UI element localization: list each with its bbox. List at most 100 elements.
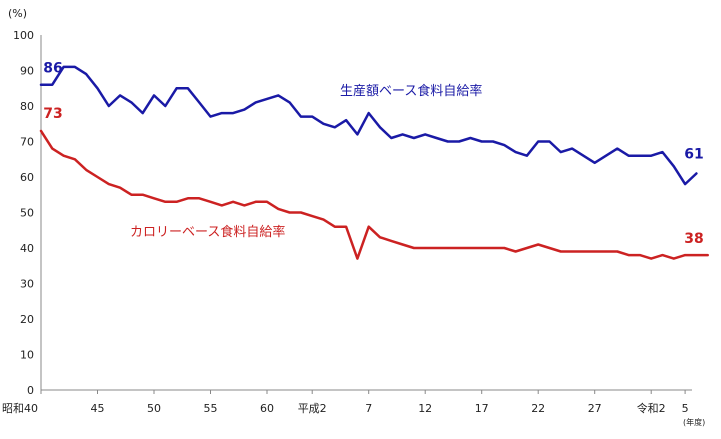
- data-point: [311, 115, 314, 118]
- data-point: [537, 140, 539, 143]
- y-tick-label: 70: [20, 136, 34, 149]
- data-point: [187, 87, 189, 90]
- y-tick-label: 50: [20, 207, 34, 220]
- data-point: [243, 108, 246, 111]
- data-point: [548, 140, 551, 143]
- data-point: [254, 101, 257, 104]
- x-tick-label: 令和2: [637, 401, 666, 415]
- y-tick-label: 60: [20, 171, 34, 184]
- data-point: [367, 112, 370, 114]
- data-point: [379, 126, 381, 129]
- data-point: [616, 250, 619, 253]
- y-tick-label: 0: [27, 384, 34, 397]
- data-point: [639, 154, 641, 157]
- data-point: [288, 211, 291, 214]
- series-name-label: カロリーベース食料自給率: [130, 224, 285, 240]
- data-point: [356, 257, 359, 260]
- data-point: [593, 162, 596, 164]
- data-point: [447, 140, 449, 143]
- data-point: [571, 250, 573, 253]
- data-point: [311, 215, 314, 217]
- data-point: [108, 105, 110, 107]
- data-point: [119, 94, 121, 97]
- data-point: [266, 201, 268, 203]
- data-point: [695, 172, 698, 175]
- data-point: [322, 122, 325, 125]
- start-value-label: 73: [43, 106, 62, 122]
- y-axis-unit: (%): [8, 7, 27, 20]
- data-point: [548, 247, 551, 249]
- data-point: [345, 119, 347, 121]
- start-value-label: 86: [43, 61, 62, 77]
- data-point: [571, 147, 573, 150]
- y-tick-label: 80: [20, 100, 34, 113]
- series-point-group: [40, 66, 698, 185]
- data-point: [277, 208, 280, 210]
- y-ticks: 0 10 20 30 40 50 60 70 80 90 100: [13, 29, 34, 397]
- series-point-group: [40, 130, 709, 260]
- data-point: [593, 250, 596, 253]
- data-point: [413, 247, 415, 249]
- data-point: [435, 137, 438, 139]
- data-point: [661, 151, 664, 153]
- data-point: [96, 87, 99, 90]
- data-point: [175, 87, 178, 90]
- y-tick-label: 40: [20, 242, 34, 255]
- data-point: [209, 201, 212, 203]
- data-point: [605, 154, 607, 157]
- data-point: [492, 140, 494, 143]
- data-point: [62, 66, 65, 68]
- x-tick-label: 45: [91, 402, 105, 415]
- x-axis-unit: (年度): [683, 417, 705, 427]
- x-tick-label: 5: [682, 402, 689, 415]
- data-point: [322, 218, 325, 221]
- data-point: [684, 254, 686, 256]
- x-tick-label: 60: [260, 402, 274, 415]
- series-name-label: 生産額ベース食料自給率: [340, 83, 482, 99]
- data-point: [424, 247, 427, 249]
- data-point: [390, 137, 393, 139]
- data-point: [175, 201, 178, 203]
- data-point: [130, 101, 133, 104]
- data-point: [560, 151, 562, 153]
- data-point: [379, 236, 381, 239]
- x-tick-label: 17: [475, 402, 489, 415]
- data-point: [673, 257, 675, 260]
- series-line: [39, 129, 709, 260]
- data-point: [661, 254, 664, 256]
- data-point: [164, 105, 167, 107]
- data-point: [74, 66, 76, 68]
- x-tick-label: 22: [531, 402, 545, 415]
- data-point: [706, 254, 709, 256]
- data-point: [288, 101, 291, 104]
- data-point: [74, 158, 76, 161]
- y-tick-label: 10: [20, 349, 34, 362]
- data-point: [424, 133, 427, 136]
- data-point: [141, 112, 144, 114]
- data-point: [356, 133, 359, 136]
- x-ticks: 昭和40 45 50 55 60 平成2 7 12 17 22 27 令和2 5: [2, 390, 689, 415]
- data-point: [480, 140, 483, 143]
- data-point: [334, 225, 336, 228]
- data-point: [40, 130, 42, 132]
- data-point: [85, 169, 87, 171]
- data-point: [254, 201, 257, 203]
- data-point: [300, 211, 302, 214]
- x-tick-label: 27: [588, 402, 602, 415]
- data-point: [627, 154, 630, 157]
- y-tick-label: 30: [20, 278, 34, 291]
- data-point: [164, 201, 167, 203]
- data-point: [119, 186, 121, 189]
- data-point: [198, 197, 200, 200]
- end-value-label: 38: [684, 231, 703, 247]
- data-point: [62, 154, 65, 157]
- data-point: [153, 197, 155, 200]
- x-tick-label: 7: [365, 402, 372, 415]
- data-point: [639, 254, 641, 256]
- data-point: [503, 144, 506, 146]
- y-tick-label: 20: [20, 313, 34, 326]
- data-point: [480, 247, 483, 249]
- data-point: [141, 193, 144, 196]
- data-point: [526, 154, 528, 157]
